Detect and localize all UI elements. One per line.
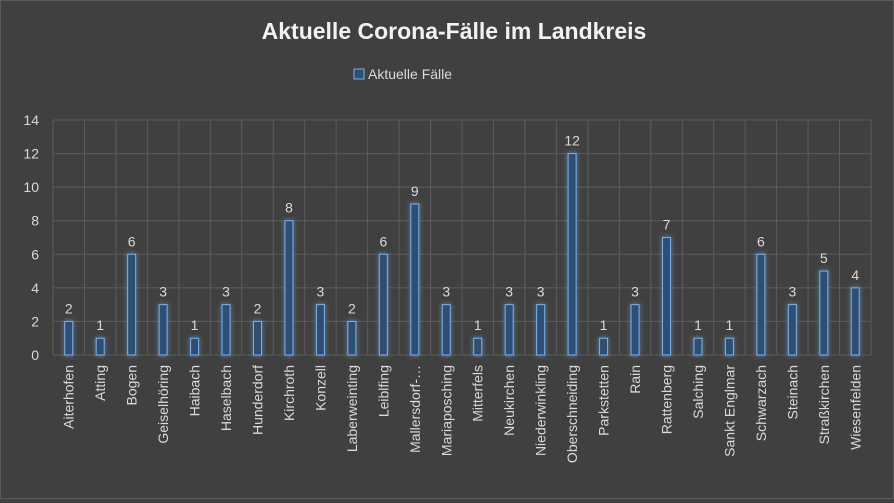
bar [724, 337, 734, 356]
data-label: 1 [191, 317, 199, 333]
category-label: Rattenberg [659, 365, 675, 434]
bars [64, 153, 860, 356]
bar [347, 320, 357, 356]
data-label: 1 [726, 317, 734, 333]
data-label: 6 [379, 233, 387, 249]
category-label: Straßkirchen [816, 365, 832, 444]
category-label: Steinach [784, 365, 800, 419]
bar [662, 237, 671, 356]
data-label: 2 [254, 300, 262, 316]
data-label: 12 [564, 133, 580, 149]
legend-swatch [353, 68, 365, 80]
bar [693, 337, 703, 356]
category-label: Salching [690, 365, 706, 419]
category-label: Mitterfels [470, 365, 486, 422]
category-label: Rain [627, 365, 643, 394]
bar [536, 304, 546, 356]
data-label: 4 [851, 267, 859, 283]
chart-title: Aktuelle Corona-Fälle im Landkreis [262, 18, 647, 44]
data-label: 6 [757, 233, 765, 249]
data-label: 3 [317, 284, 325, 300]
legend-label: Aktuelle Fälle [368, 66, 452, 82]
bar [127, 253, 137, 356]
bar [95, 337, 105, 356]
bar [787, 304, 797, 356]
category-label: Haibach [187, 365, 203, 416]
bar [850, 287, 860, 356]
category-label: Geiselhöring [155, 365, 171, 444]
category-label: Neukirchen [501, 365, 517, 436]
bar [158, 304, 168, 356]
y-tick-label: 10 [23, 179, 39, 195]
data-label: 2 [348, 300, 356, 316]
bar [315, 304, 325, 356]
bar [473, 337, 483, 356]
data-label: 3 [631, 284, 639, 300]
x-axis: Aiterhofen Atting Bogen Geiselhöring Haibach… [61, 365, 864, 463]
category-label: Hunderdorf [250, 365, 266, 435]
data-label: 5 [820, 250, 828, 266]
bar [819, 270, 829, 356]
category-label: Niederwinkling [533, 365, 549, 456]
y-tick-label: 0 [31, 347, 39, 363]
category-label: Schwarzach [753, 365, 769, 441]
data-label: 1 [694, 317, 702, 333]
category-label: Leiblfing [375, 365, 391, 417]
category-label: Laberweinting [344, 365, 360, 452]
data-label: 2 [65, 300, 73, 316]
category-label: Atting [92, 365, 108, 401]
y-tick-label: 8 [31, 213, 39, 229]
category-label: Kirchroth [281, 365, 297, 421]
category-label: Konzell [312, 365, 328, 411]
data-label: 3 [442, 284, 450, 300]
category-label: Mallersdorf-… [407, 365, 423, 453]
data-label: 3 [537, 284, 545, 300]
category-label: Mariaposching [438, 365, 454, 456]
category-label: Parkstetten [596, 365, 612, 436]
bar [441, 304, 451, 356]
data-label: 3 [159, 284, 167, 300]
data-label: 1 [600, 317, 608, 333]
data-label: 1 [96, 317, 104, 333]
data-label: 8 [285, 200, 293, 216]
y-tick-label: 14 [23, 112, 39, 128]
y-tick-label: 12 [23, 146, 39, 162]
data-label: 1 [474, 317, 482, 333]
category-label: Haselbach [218, 365, 234, 431]
y-tick-label: 6 [31, 246, 39, 262]
bar [190, 337, 200, 356]
data-label: 7 [663, 217, 671, 233]
data-label: 6 [128, 233, 136, 249]
gridlines [52, 119, 872, 356]
data-label: 3 [788, 284, 796, 300]
category-label: Oberschneiding [564, 365, 580, 463]
legend: Aktuelle Fälle [353, 66, 452, 82]
y-tick-label: 2 [31, 313, 39, 329]
bar [567, 153, 577, 356]
bar [410, 203, 420, 356]
bar [253, 320, 262, 356]
y-tick-label: 4 [31, 280, 39, 296]
category-label: Bogen [124, 365, 140, 405]
bar [630, 304, 640, 356]
category-label: Sankt Englmar [721, 365, 737, 457]
bar [284, 220, 294, 356]
y-axis: 0 2 4 6 8 10 12 14 [23, 112, 39, 363]
data-label: 9 [411, 183, 419, 199]
bar [599, 337, 609, 356]
category-label: Aiterhofen [61, 365, 77, 429]
data-label: 3 [505, 284, 513, 300]
bar [221, 304, 231, 356]
bar [378, 253, 388, 356]
bar [504, 304, 514, 356]
category-label: Wiesenfelden [847, 365, 863, 450]
bar [756, 253, 766, 356]
data-label: 3 [222, 284, 230, 300]
bar [64, 320, 74, 356]
